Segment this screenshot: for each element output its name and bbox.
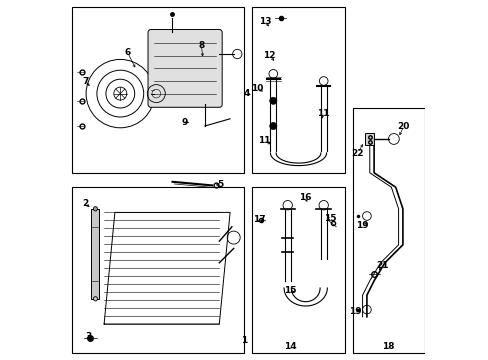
Text: 12: 12	[263, 51, 275, 60]
Text: 9: 9	[182, 118, 188, 127]
Text: 2: 2	[81, 199, 88, 208]
Text: 8: 8	[198, 40, 204, 49]
Polygon shape	[104, 212, 230, 324]
Text: 21: 21	[375, 261, 387, 270]
FancyBboxPatch shape	[148, 30, 222, 107]
Text: 13: 13	[259, 17, 271, 26]
Text: 7: 7	[82, 77, 88, 85]
Text: 4: 4	[244, 89, 250, 98]
Bar	[365, 133, 373, 145]
Ellipse shape	[93, 297, 97, 301]
Text: 15: 15	[284, 287, 296, 295]
Circle shape	[269, 122, 276, 130]
Bar	[251, 7, 345, 173]
Text: 11: 11	[258, 136, 270, 145]
Text: 18: 18	[382, 342, 394, 351]
Text: 10: 10	[250, 84, 263, 93]
Text: 19: 19	[356, 220, 368, 230]
Circle shape	[269, 97, 276, 104]
Text: 20: 20	[397, 122, 409, 131]
Text: 14: 14	[284, 342, 296, 351]
Text: 1: 1	[241, 336, 247, 345]
Bar	[251, 187, 345, 353]
Text: 15: 15	[323, 214, 336, 223]
Text: 22: 22	[351, 148, 364, 158]
Bar	[72, 7, 244, 173]
Bar	[72, 187, 244, 353]
Bar	[91, 209, 99, 299]
Text: 11: 11	[316, 109, 328, 118]
Text: 19: 19	[348, 307, 361, 316]
Text: 17: 17	[253, 215, 265, 224]
Ellipse shape	[93, 207, 97, 211]
Text: 5: 5	[217, 180, 223, 189]
Text: 6: 6	[124, 48, 130, 57]
Text: 16: 16	[298, 193, 310, 202]
Text: 3: 3	[86, 332, 92, 341]
Bar	[352, 108, 424, 353]
